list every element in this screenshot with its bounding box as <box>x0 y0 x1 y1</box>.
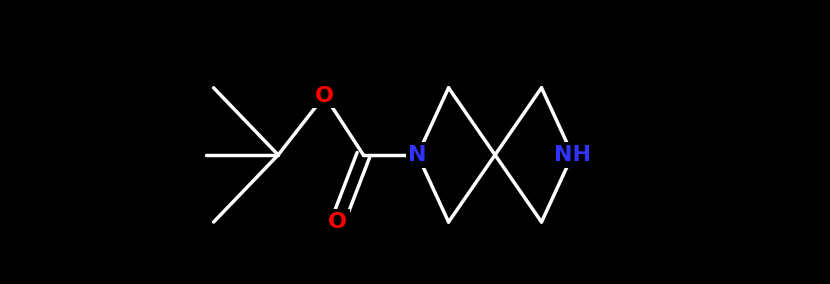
Text: O: O <box>328 212 347 232</box>
Text: N: N <box>408 145 427 165</box>
Text: NH: NH <box>554 145 591 165</box>
Text: O: O <box>315 85 334 106</box>
